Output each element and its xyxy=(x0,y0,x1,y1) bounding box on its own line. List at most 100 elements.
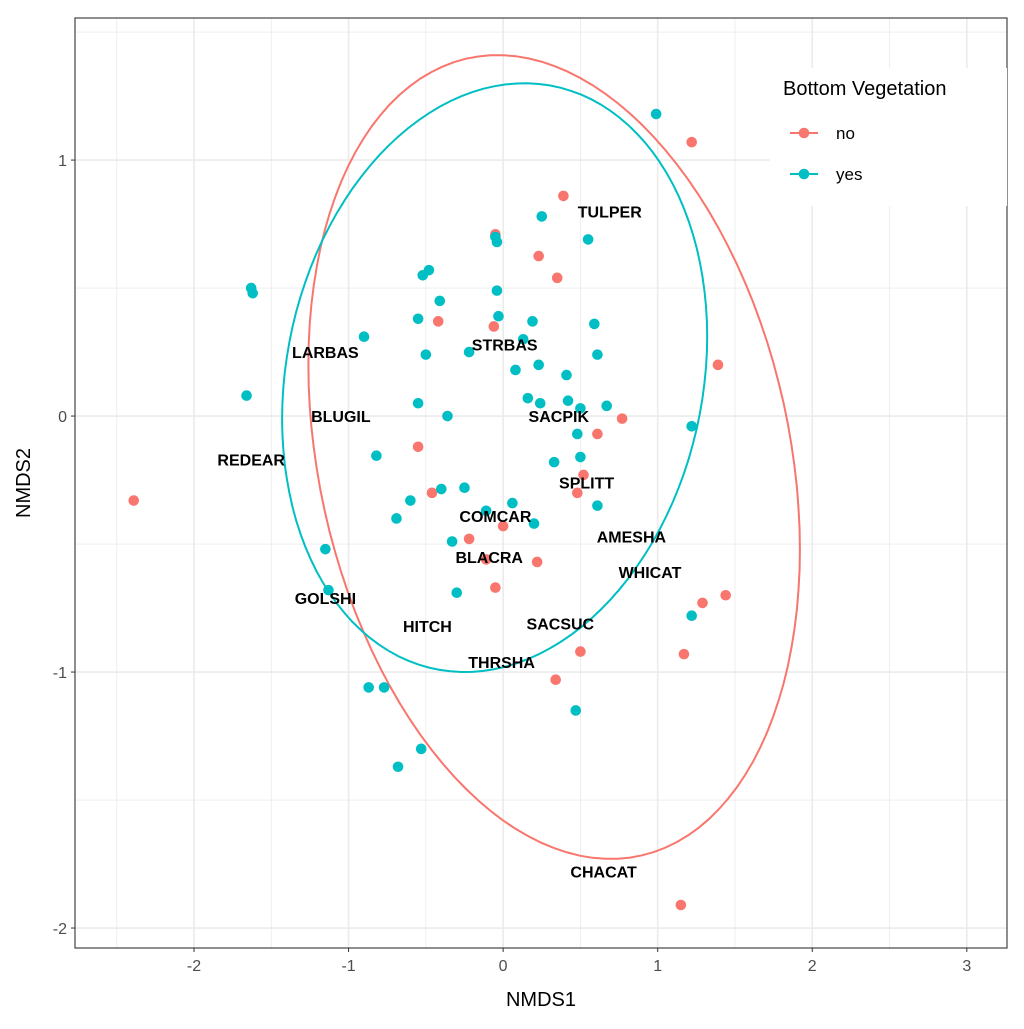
point-yes xyxy=(592,349,603,360)
point-yes xyxy=(517,333,529,345)
legend-key-point-yes xyxy=(798,168,810,180)
point-no xyxy=(128,495,140,506)
y-tick-label: -1 xyxy=(53,665,67,682)
point-no xyxy=(686,136,697,148)
point-no xyxy=(712,359,724,371)
ellipse-no xyxy=(307,54,801,860)
point-yes xyxy=(490,231,501,243)
species-label: BLUGIL xyxy=(311,409,371,426)
point-no xyxy=(463,533,475,545)
point-no xyxy=(678,648,690,660)
species-label: SACSUC xyxy=(527,616,595,633)
point-no xyxy=(616,413,628,424)
point-yes xyxy=(446,536,458,547)
x-tick-label: 1 xyxy=(653,958,662,975)
point-yes xyxy=(650,108,662,120)
y-tick-label: 1 xyxy=(58,153,67,170)
panel-border xyxy=(74,17,1008,949)
point-no xyxy=(490,582,501,593)
legend-title: Bottom Vegetation xyxy=(783,78,946,100)
point-yes xyxy=(592,500,603,511)
point-yes xyxy=(493,310,504,322)
point-yes xyxy=(480,505,492,517)
point-yes xyxy=(451,587,463,598)
point-yes xyxy=(420,349,432,360)
point-yes xyxy=(534,397,546,409)
point-yes xyxy=(392,761,404,773)
species-label: GOLSHI xyxy=(295,591,356,608)
point-no xyxy=(551,272,563,284)
point-no xyxy=(575,646,586,657)
point-yes xyxy=(323,584,334,596)
point-yes xyxy=(415,743,427,755)
point-no xyxy=(572,487,583,499)
point-no xyxy=(720,589,731,601)
point-yes xyxy=(412,313,424,325)
y-axis-label: NMDS2 xyxy=(13,448,35,518)
point-yes xyxy=(358,331,370,343)
point-yes xyxy=(405,495,416,506)
point-yes xyxy=(575,403,586,414)
point-yes xyxy=(562,395,574,407)
x-tick-label: 0 xyxy=(499,958,508,975)
point-yes xyxy=(572,428,583,440)
species-label: LARBAS xyxy=(292,345,359,362)
y-tick-label: -2 xyxy=(53,921,67,938)
point-yes xyxy=(589,318,600,330)
point-yes xyxy=(371,450,382,462)
species-label: SPLITT xyxy=(559,476,614,493)
species-label: STRBAS xyxy=(472,337,538,354)
legend: Bottom Vegetation no yes xyxy=(770,68,1007,206)
point-yes xyxy=(363,682,374,693)
point-no xyxy=(558,190,569,202)
point-yes xyxy=(247,287,259,299)
point-no xyxy=(533,250,544,262)
point-yes xyxy=(570,705,582,716)
species-label: SACPIK xyxy=(529,409,590,426)
point-yes xyxy=(320,543,331,555)
point-yes xyxy=(582,234,594,245)
point-yes xyxy=(536,211,548,222)
species-label: HITCH xyxy=(403,619,452,636)
species-label: THRSHA xyxy=(468,655,535,672)
point-yes xyxy=(507,497,518,509)
point-no xyxy=(412,441,424,453)
legend-label-no: no xyxy=(836,124,855,143)
x-axis: -2 -1 0 1 2 3 xyxy=(187,948,971,975)
species-label: COMCAR xyxy=(459,509,531,526)
y-tick-label: 0 xyxy=(58,409,67,426)
species-label: BLACRA xyxy=(455,550,523,567)
ellipse-yes xyxy=(281,82,709,674)
species-label: TULPER xyxy=(578,204,642,221)
point-yes xyxy=(423,264,435,276)
point-yes xyxy=(686,420,697,432)
point-yes xyxy=(601,400,612,412)
species-label: CHACAT xyxy=(570,865,637,882)
point-no xyxy=(426,487,438,499)
point-yes xyxy=(548,456,560,468)
x-tick-label: 2 xyxy=(808,958,817,975)
point-yes xyxy=(378,682,390,693)
y-axis: 1 0 -1 -2 xyxy=(53,153,75,938)
point-no xyxy=(675,899,687,911)
x-tick-label: 3 xyxy=(962,958,971,975)
point-no xyxy=(578,469,589,481)
point-no xyxy=(497,520,509,532)
points xyxy=(128,108,731,911)
point-yes xyxy=(533,359,544,371)
x-axis-label: NMDS1 xyxy=(506,989,576,1011)
point-no xyxy=(432,316,444,327)
point-yes xyxy=(459,482,470,494)
legend-key-point-no xyxy=(798,127,810,139)
point-no xyxy=(697,597,708,609)
point-yes xyxy=(528,518,540,529)
point-yes xyxy=(463,346,475,358)
point-yes xyxy=(442,410,453,422)
point-yes xyxy=(436,483,447,495)
point-yes xyxy=(434,295,446,307)
point-yes xyxy=(686,610,697,622)
point-yes xyxy=(412,397,424,409)
point-yes xyxy=(491,285,503,296)
point-no xyxy=(480,554,492,565)
